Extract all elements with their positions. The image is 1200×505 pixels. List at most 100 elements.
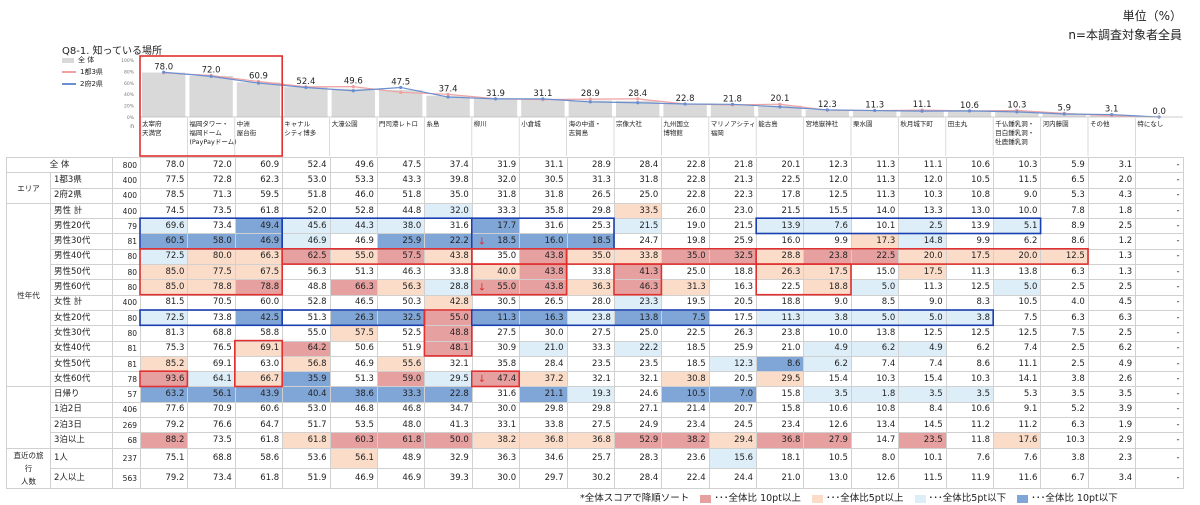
- row-n: 57: [112, 386, 141, 403]
- table-cell: 7.6: [945, 447, 995, 469]
- table-cell: 52.0: [282, 202, 331, 220]
- table-cell: 14.7: [850, 432, 900, 449]
- table-cell: 21.0: [756, 340, 805, 357]
- table-cell: 32.1: [566, 371, 615, 388]
- table-cell: 33.5: [613, 202, 663, 220]
- table-cell: 22.5: [756, 279, 805, 296]
- bar: [995, 111, 1039, 117]
- category-label: (PayPayドーム): [189, 138, 236, 146]
- legend-total: 全 体: [62, 54, 103, 66]
- table-cell: 53.0: [282, 172, 331, 189]
- table-cell: 58.8: [234, 325, 284, 342]
- table-cell: 1.3: [1087, 264, 1137, 281]
- table-cell: 8.3: [945, 294, 995, 311]
- table-cell: 35.9: [282, 371, 331, 388]
- table-cell: 51.9: [376, 340, 426, 357]
- table-cell: 2.3: [1087, 447, 1137, 469]
- table-cell: 27.1: [613, 401, 663, 419]
- table-cell: 58.6: [234, 447, 284, 469]
- table-cell: 6.2: [945, 340, 995, 357]
- table-cell: 13.8: [850, 325, 900, 342]
- table-cell: 48.1: [424, 340, 473, 357]
- table-cell: 21.3: [708, 172, 758, 189]
- table-cell: 23.5: [566, 355, 615, 373]
- table-cell: 12.5: [993, 325, 1042, 342]
- table-cell: 28.3: [613, 447, 663, 469]
- table-cell: 7.6: [993, 447, 1042, 469]
- table-cell: 46.5: [329, 294, 378, 311]
- table-cell: 29.4: [708, 432, 758, 449]
- table-cell: 55.0: [282, 325, 331, 342]
- table-cell: 17.8: [756, 187, 805, 204]
- table-cell: 37.2: [519, 371, 568, 388]
- category-label: 天満宮: [142, 128, 162, 137]
- table-cell: 22.3: [708, 187, 758, 204]
- category-label: 大濠公園: [332, 119, 358, 128]
- row-label: 全 体: [6, 156, 113, 174]
- table-cell: 51.8: [282, 187, 331, 204]
- table-cell: 32.5: [376, 309, 426, 327]
- table-cell: 63.2: [139, 386, 189, 403]
- bar-value-label: 49.6: [344, 77, 363, 87]
- table-cell: 5.0: [850, 309, 900, 327]
- series-line-b-point: [683, 102, 687, 106]
- table-cell: 10.5: [803, 447, 852, 469]
- table-cell: 11.5: [898, 467, 947, 489]
- table-cell: 12.5: [945, 325, 995, 342]
- y-tick-label: 100%: [121, 58, 135, 64]
- table-cell: 4.5: [1087, 294, 1137, 311]
- table-cell: 64.7: [234, 417, 284, 434]
- table-cell: 3.5: [1087, 386, 1137, 403]
- category-label: 博物館: [663, 128, 683, 137]
- table-cell: 10.8: [850, 401, 900, 419]
- table-cell: 58.0: [187, 233, 236, 250]
- category-label: キャナル: [284, 120, 311, 128]
- category-label: 河内藤園: [1043, 119, 1069, 128]
- table-cell: 11.8: [945, 432, 995, 449]
- table-cell: 9.0: [898, 294, 947, 311]
- row-n: 79: [112, 218, 141, 235]
- table-cell: 32.0: [471, 172, 521, 189]
- table-cell: 47.5: [376, 156, 426, 174]
- table-cell: 31.1: [519, 156, 568, 174]
- row-label: 1都3県: [50, 172, 113, 189]
- key-lo2: ･･･全体比 10pt以下: [1031, 493, 1118, 504]
- row-label: 女性40代: [50, 340, 113, 357]
- y-tick-label: 40%: [124, 92, 135, 98]
- table-cell: 12.5: [898, 325, 947, 342]
- table-cell: 15.5: [803, 202, 852, 220]
- table-cell: 11.3: [471, 309, 521, 327]
- table-cell: 53.3: [329, 172, 378, 189]
- legend-b: 2府2県: [62, 78, 103, 90]
- table-cell: 35.8: [519, 202, 568, 220]
- table-cell: 10.5: [945, 172, 995, 189]
- table-cell: 46.9: [329, 233, 378, 250]
- table-cell: 7.5: [661, 309, 710, 327]
- table-cell: 81.3: [139, 325, 189, 342]
- table-cell: 26.5: [519, 294, 568, 311]
- table-cell: 32.0: [424, 202, 473, 220]
- table-cell: 36.3: [471, 447, 521, 469]
- table-cell: 29.8: [566, 202, 615, 220]
- row-label: 男性 計: [50, 202, 113, 220]
- table-row: 男性50代 80 85.0 77.5 67.5 56.3 51.3 46.3 33.8 40.0 4…: [7, 264, 1184, 281]
- bar-value-label: 47.5: [391, 77, 410, 87]
- table-row: 女性40代 81 75.3 76.5 69.1 64.2 50.6 51.9 48.1 30.9 2…: [7, 340, 1184, 357]
- table-cell: 13.0: [803, 467, 852, 489]
- table-cell: 6.2: [993, 233, 1042, 250]
- group-label: エリア: [6, 172, 51, 204]
- table-cell: 17.3: [850, 233, 900, 250]
- table-cell: 79.2: [139, 417, 189, 434]
- table-cell: 52.8: [329, 202, 378, 220]
- table-cell: 32.9: [424, 447, 473, 469]
- table-cell: 2.5: [1040, 355, 1089, 373]
- table-cell: 44.3: [329, 218, 378, 235]
- table-cell: 75.1: [139, 447, 189, 469]
- table-cell: 33.3: [376, 386, 426, 403]
- table-cell: 46.3: [376, 264, 426, 281]
- table-cell: 60.6: [234, 401, 284, 419]
- table-cell: 8.5: [850, 294, 900, 311]
- table-cell: 29.5: [756, 371, 805, 388]
- table-cell: 60.5: [139, 233, 189, 250]
- table-cell: 24.6: [613, 386, 663, 403]
